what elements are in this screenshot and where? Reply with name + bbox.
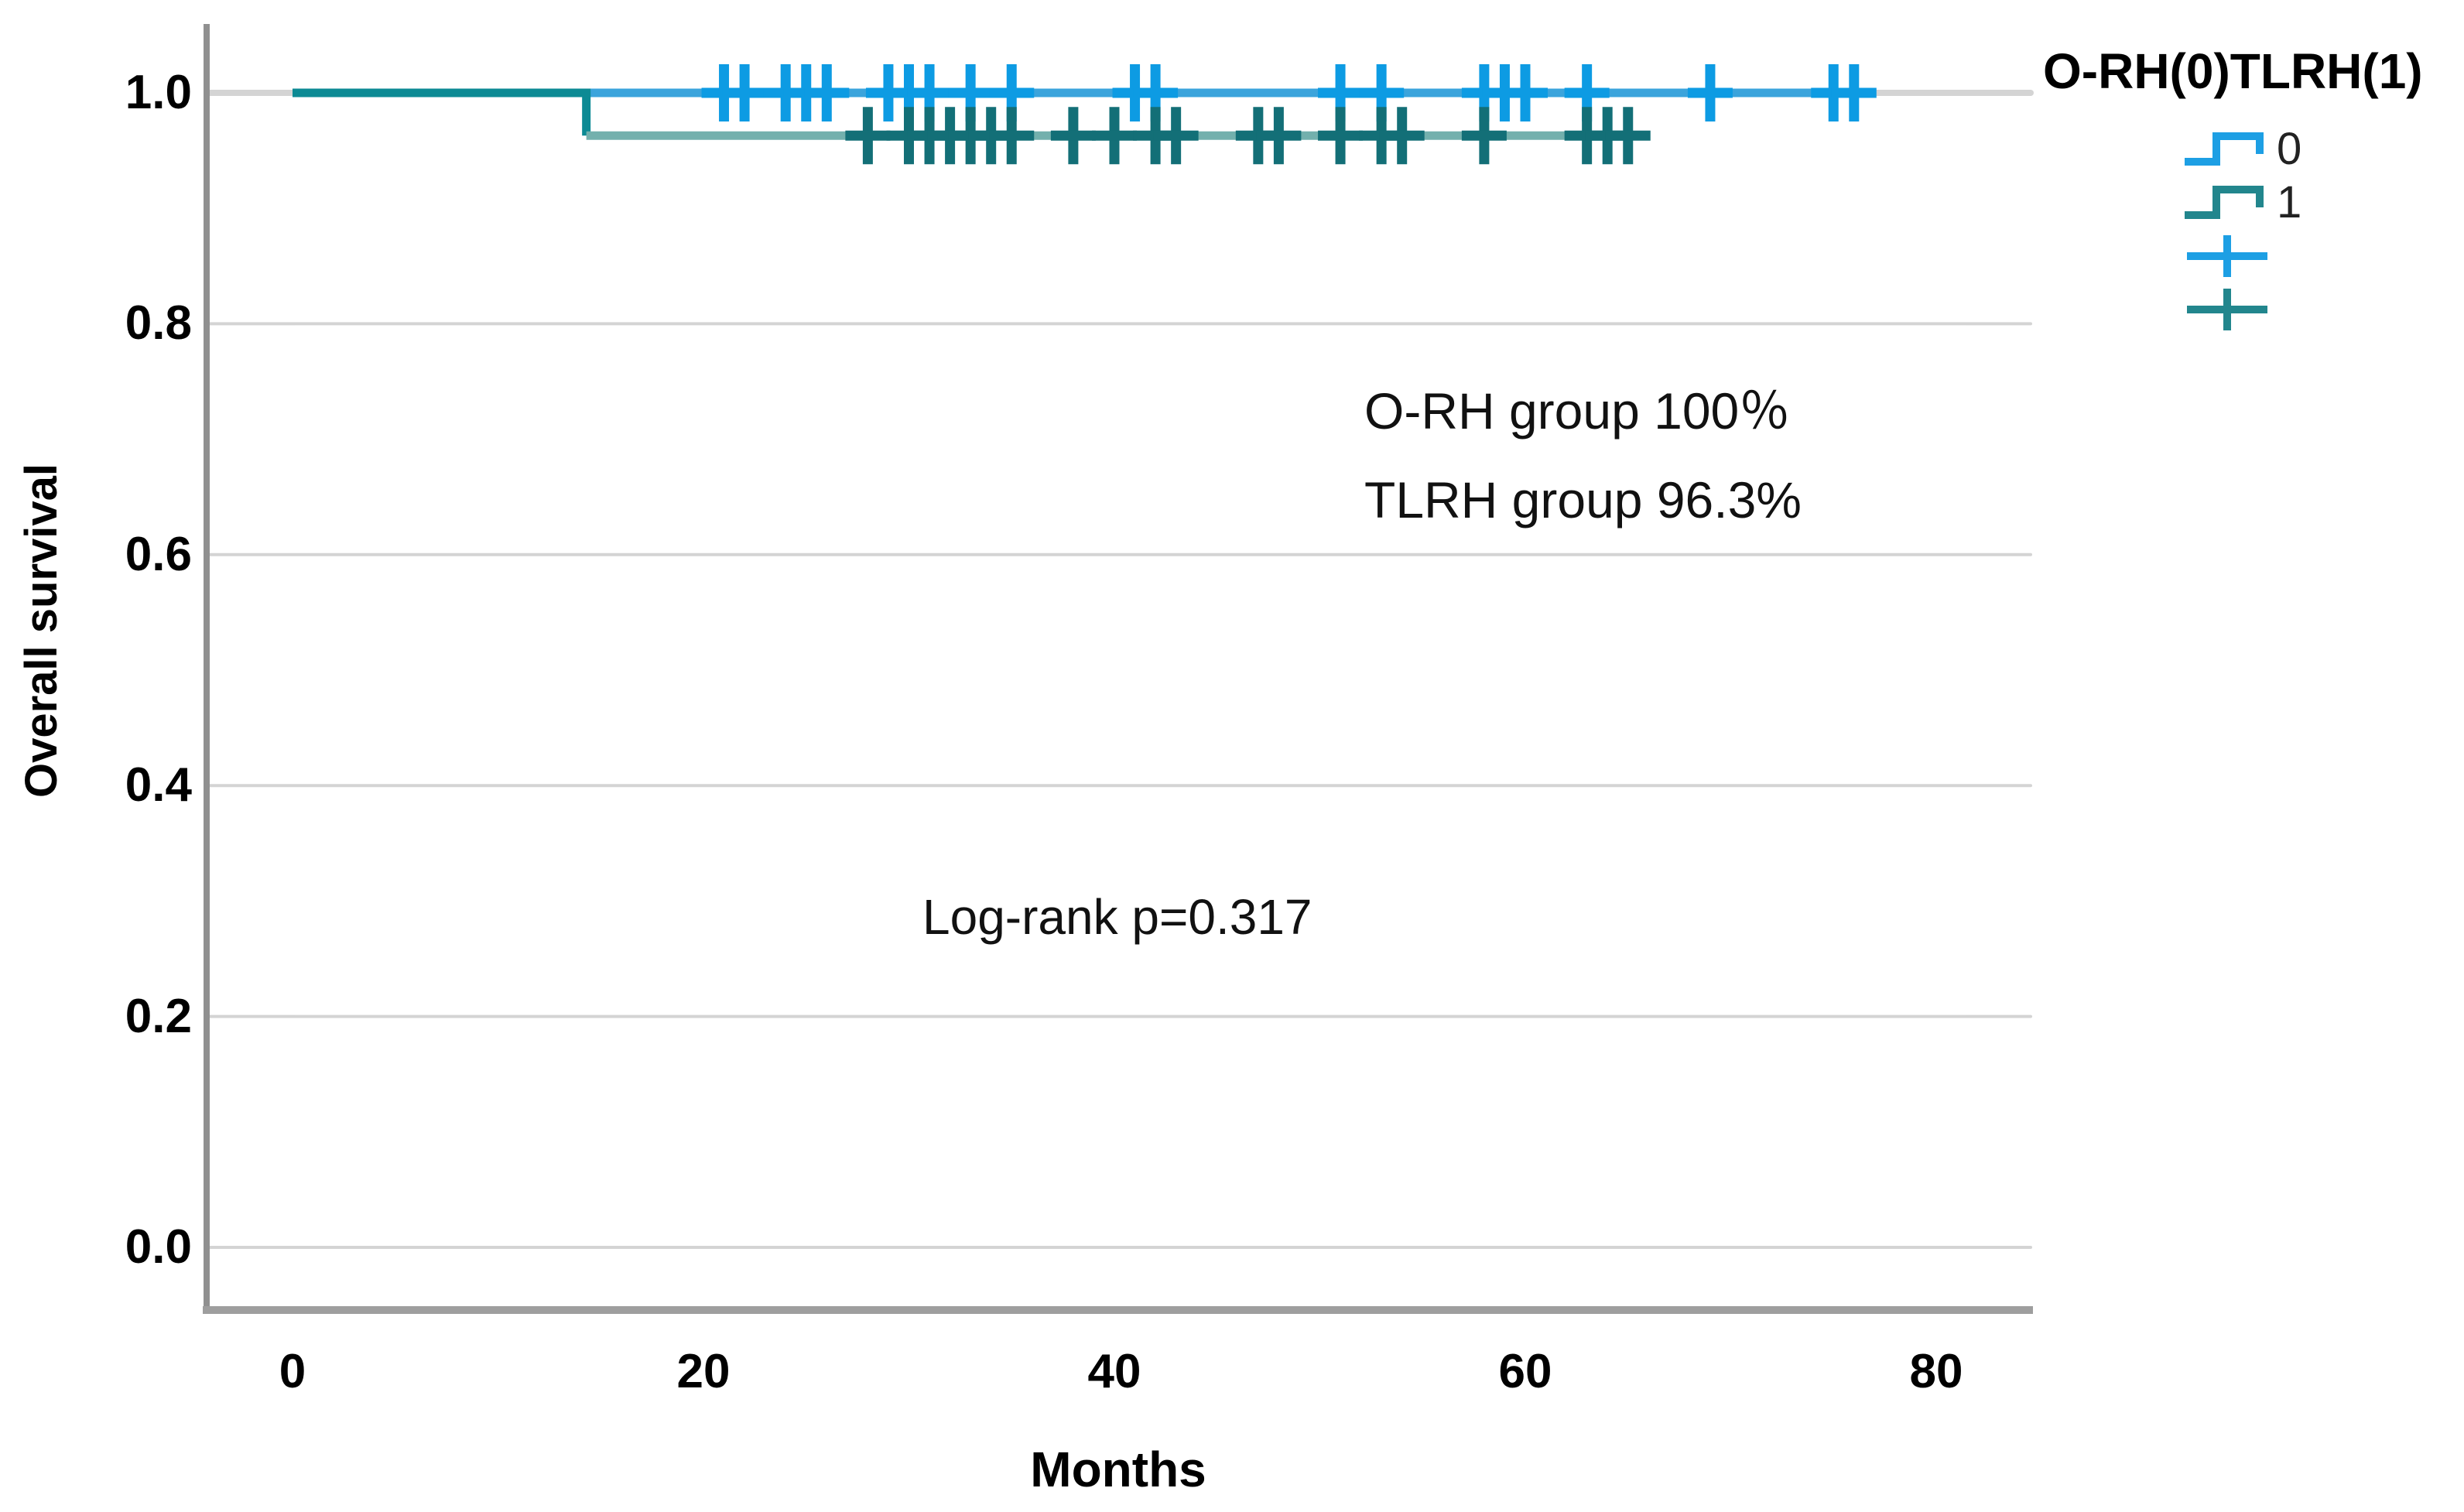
x-axis-title: Months	[1030, 1442, 1206, 1497]
legend-title: O-RH(0)TLRH(1)	[2043, 43, 2423, 99]
legend-entry-label: 1	[2277, 177, 2302, 227]
annotation-orh-survival: O-RH group 100％	[1364, 382, 1791, 440]
x-tick-label-60: 60	[1498, 1345, 1552, 1398]
y-tick-label-0.2: 0.2	[125, 989, 192, 1043]
annotation-tlrh-survival: TLRH group 96.3%	[1364, 471, 1802, 529]
y-tick-label-0.0: 0.0	[125, 1220, 192, 1274]
legend-step-line-icon	[2185, 185, 2264, 219]
legend-entry-censor-plus-2	[2182, 229, 2461, 282]
legend-censor-plus-icon	[2187, 288, 2267, 330]
y-tick-label-0.6: 0.6	[125, 527, 192, 581]
legend-censor-plus-icon	[2187, 234, 2267, 277]
survival-curve-TLRH-0	[293, 88, 591, 136]
x-tick-label-40: 40	[1087, 1345, 1141, 1398]
legend-entry-0: 0	[2182, 122, 2461, 176]
annotation-log-rank: Log-rank p=0.317	[922, 889, 1312, 945]
legend-entry-censor-plus-3	[2182, 282, 2461, 336]
y-tick-label-0.4: 0.4	[125, 758, 192, 812]
y-tick-label-1.0: 1.0	[125, 66, 192, 119]
y-axis-title: Overall survival	[16, 463, 67, 799]
legend-entry-label: 0	[2277, 124, 2302, 174]
x-tick-label-80: 80	[1909, 1345, 1963, 1398]
legend-step-line-icon	[2185, 132, 2264, 166]
x-tick-label-20: 20	[676, 1345, 731, 1398]
legend-entry-1: 1	[2182, 176, 2461, 229]
x-tick-label-0: 0	[279, 1345, 306, 1398]
y-tick-label-0.8: 0.8	[125, 296, 192, 351]
